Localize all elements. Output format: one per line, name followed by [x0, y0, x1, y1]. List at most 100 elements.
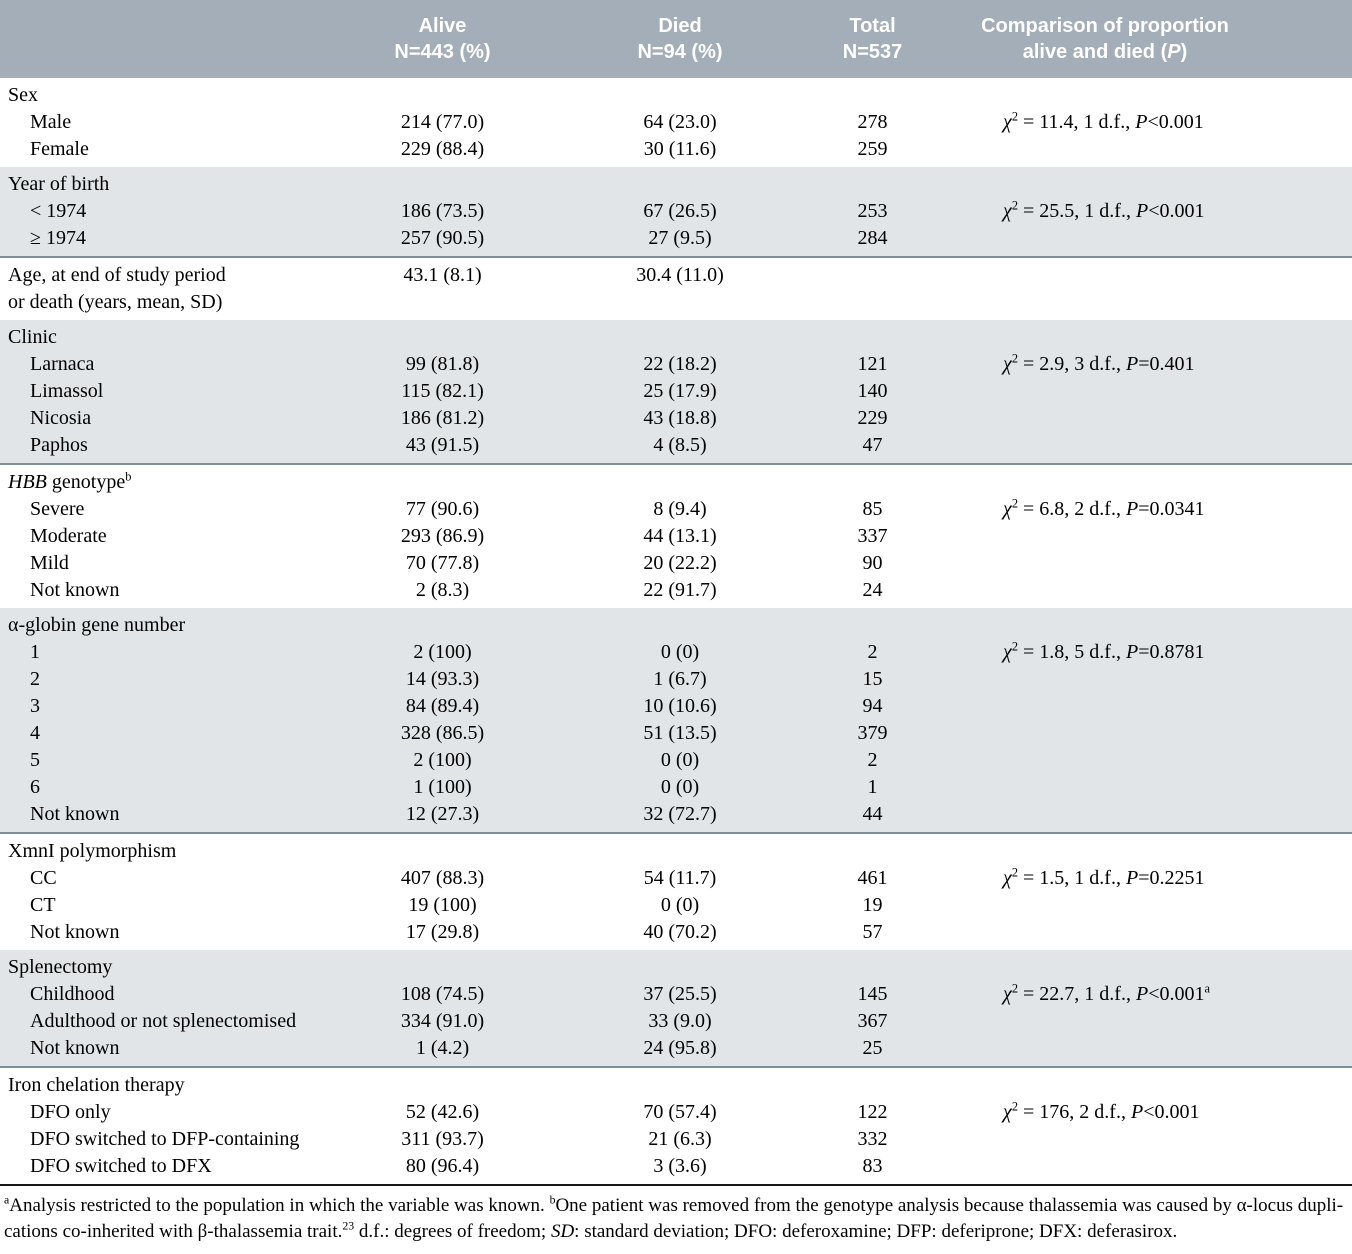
row-label: Not known	[30, 921, 120, 943]
alive-value	[330, 469, 555, 496]
total-value: 57	[862, 921, 883, 943]
row-label: 3	[30, 695, 40, 717]
header-cell-variable	[0, 13, 330, 65]
row-label: Not known	[30, 803, 120, 825]
total-value	[805, 469, 940, 496]
stat-value	[940, 523, 1352, 550]
stat-value	[940, 666, 1352, 693]
died-value: 30 (11.6)	[643, 138, 717, 160]
table-row: CC 407 (88.3) 54 (11.7) 461 χ2 = 1.5, 1 d.f.…	[0, 865, 1352, 892]
row-label: DFO switched to DFP-containing	[30, 1128, 300, 1150]
alive-value: 17 (29.8)	[405, 921, 480, 943]
total-value: 47	[862, 434, 883, 456]
total-value: 122	[857, 1101, 888, 1123]
row-label: Moderate	[30, 525, 107, 547]
alive-value: 12 (27.3)	[405, 803, 480, 825]
stat-value: χ2 = 25.5, 1 d.f., P<0.001	[1003, 198, 1205, 222]
stat-value	[940, 262, 1352, 289]
header-alive-line2: N=443 (%)	[394, 41, 491, 63]
header-total-line2: N=537	[842, 41, 903, 63]
row-label: Nicosia	[30, 407, 92, 429]
alive-value: 186 (73.5)	[400, 200, 485, 222]
died-value: 27 (9.5)	[648, 227, 712, 249]
table-row: Paphos 43 (91.5) 4 (8.5) 47	[0, 432, 1352, 459]
alive-value: 99 (81.8)	[405, 353, 480, 375]
died-value	[555, 612, 805, 639]
total-value	[805, 1072, 940, 1099]
died-value: 3 (3.6)	[653, 1155, 707, 1177]
total-value: 367	[857, 1010, 888, 1032]
died-value	[555, 838, 805, 865]
header-cell-alive: Alive N=443 (%)	[330, 13, 555, 65]
died-value	[555, 82, 805, 109]
total-value: 140	[857, 380, 888, 402]
died-value: 10 (10.6)	[643, 695, 717, 717]
stat-value	[940, 892, 1352, 919]
died-value: 22 (91.7)	[643, 579, 717, 601]
row-label: Severe	[30, 498, 85, 520]
died-value: 4 (8.5)	[653, 434, 707, 456]
total-value: 90	[862, 552, 883, 574]
section-label: Year of birth	[8, 173, 110, 195]
stat-value: χ2 = 2.9, 3 d.f., P=0.401	[1003, 351, 1195, 375]
header-alive-line1: Alive	[418, 15, 467, 37]
row-label: DFO switched to DFX	[30, 1155, 212, 1177]
row-label: Female	[30, 138, 89, 160]
total-value	[805, 612, 940, 639]
total-value	[805, 262, 940, 289]
table-row: ≥ 1974 257 (90.5) 27 (9.5) 284	[0, 225, 1352, 252]
alive-value	[330, 954, 555, 981]
died-value: 0 (0)	[660, 749, 700, 771]
alive-value: 84 (89.4)	[405, 695, 480, 717]
stat-value	[940, 82, 1352, 109]
total-value: 121	[857, 353, 888, 375]
table-section: Iron chelation therapy DFO only 52 (42.6) 7…	[0, 1068, 1352, 1184]
died-value: 43 (18.8)	[643, 407, 717, 429]
total-value: 145	[857, 983, 888, 1005]
alive-value: 257 (90.5)	[400, 227, 485, 249]
table-row: 4 328 (86.5) 51 (13.5) 379	[0, 720, 1352, 747]
row-label: CT	[30, 894, 56, 916]
died-value: 0 (0)	[660, 641, 700, 663]
table-row: Not known 1 (4.2) 24 (95.8) 25	[0, 1035, 1352, 1062]
total-value: 25	[862, 1037, 883, 1059]
row-label: Childhood	[30, 983, 115, 1005]
footnote-line-2: cations co-inherited with β-thalassemia …	[4, 1219, 1178, 1242]
stat-value	[940, 919, 1352, 946]
total-value: 284	[857, 227, 888, 249]
stat-value	[940, 171, 1352, 198]
section-header-row: α-globin gene number	[0, 612, 1352, 639]
section-label: Iron chelation therapy	[8, 1074, 185, 1096]
died-value: 64 (23.0)	[643, 111, 717, 133]
section-header-row: Clinic	[0, 324, 1352, 351]
alive-value	[330, 82, 555, 109]
stat-value	[940, 136, 1352, 163]
total-value: 94	[862, 695, 883, 717]
total-value: 379	[857, 722, 888, 744]
footnotes: aAnalysis restricted to the population i…	[0, 1184, 1352, 1245]
alive-value: 407 (88.3)	[400, 867, 485, 889]
header-cell-total: Total N=537	[805, 13, 940, 65]
alive-value: 52 (42.6)	[405, 1101, 480, 1123]
alive-value	[330, 838, 555, 865]
died-value	[555, 171, 805, 198]
table-row: CT 19 (100) 0 (0) 19	[0, 892, 1352, 919]
stat-value	[940, 405, 1352, 432]
row-label: Male	[30, 111, 72, 133]
total-value: 19	[862, 894, 883, 916]
total-value: 44	[862, 803, 883, 825]
died-value	[555, 1072, 805, 1099]
header-total-line1: Total	[849, 15, 896, 37]
alive-value: 334 (91.0)	[400, 1010, 485, 1032]
section-label: α-globin gene number	[8, 614, 186, 636]
total-value: 337	[857, 525, 888, 547]
alive-value: 14 (93.3)	[405, 668, 480, 690]
alive-value: 2 (8.3)	[415, 579, 470, 601]
died-value: 0 (0)	[660, 776, 700, 798]
total-value	[805, 171, 940, 198]
section-label: Clinic	[8, 326, 57, 348]
section-header-row: Splenectomy	[0, 954, 1352, 981]
alive-value: 311 (93.7)	[401, 1128, 484, 1150]
total-value: 1	[867, 776, 878, 798]
row-label: 2	[30, 668, 40, 690]
